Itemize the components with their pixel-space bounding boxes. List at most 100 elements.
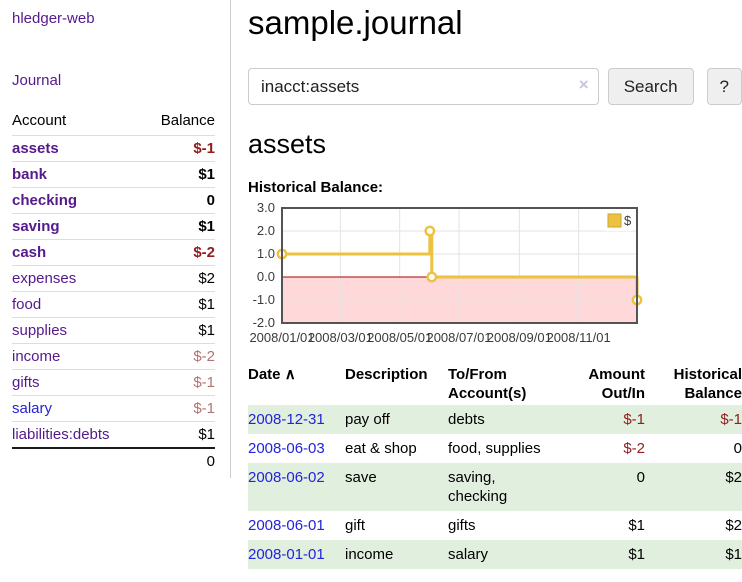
- search-button[interactable]: Search: [608, 68, 694, 105]
- transaction-amount: $-1: [560, 405, 645, 434]
- main-content: sample.journal × Search ? assets Histori…: [248, 0, 742, 569]
- historical-balance-chart: 2008/01/012008/03/012008/05/012008/07/01…: [248, 203, 642, 349]
- chart-title: Historical Balance:: [248, 179, 742, 196]
- header-amount: Amount Out/In: [560, 363, 645, 405]
- account-link[interactable]: income: [12, 348, 60, 365]
- transaction-balance: 0: [645, 434, 742, 463]
- account-link[interactable]: salary: [12, 400, 52, 417]
- account-balance: $1: [142, 422, 215, 449]
- account-link[interactable]: food: [12, 296, 41, 313]
- transaction-description: gift: [345, 511, 448, 540]
- account-balance: $2: [142, 266, 215, 292]
- account-row: income $-2: [12, 344, 215, 370]
- accounts-table: Account Balance assets $-1 bank $1 check…: [12, 109, 215, 474]
- accounts-total-value: 0: [142, 448, 215, 474]
- transaction-row: 2008-06-02 save saving, checking 0 $2: [248, 463, 742, 511]
- svg-text:3.0: 3.0: [257, 200, 275, 215]
- transaction-date-link[interactable]: 2008-06-03: [248, 440, 325, 457]
- account-row: assets $-1: [12, 136, 215, 162]
- svg-text:2008/11/01: 2008/11/01: [547, 330, 611, 345]
- transaction-balance: $1: [645, 540, 742, 569]
- svg-text:2008/03/01: 2008/03/01: [308, 330, 373, 345]
- transactions-header-row: Date ∧ Description To/From Account(s) Am…: [248, 363, 742, 405]
- account-balance: $-1: [142, 396, 215, 422]
- transaction-description: pay off: [345, 405, 448, 434]
- sidebar: hledger-web Journal Account Balance asse…: [0, 0, 231, 478]
- sidebar-item-journal[interactable]: Journal: [12, 72, 61, 89]
- account-link[interactable]: liabilities:debts: [12, 426, 110, 443]
- account-link[interactable]: cash: [12, 244, 46, 261]
- transaction-date-link[interactable]: 2008-12-31: [248, 411, 325, 428]
- sort-asc-icon: ∧: [285, 366, 296, 383]
- transaction-accounts: debts: [448, 405, 560, 434]
- transaction-amount: $1: [560, 511, 645, 540]
- account-row: saving $1: [12, 214, 215, 240]
- transaction-date-link[interactable]: 2008-01-01: [248, 546, 325, 563]
- svg-text:2.0: 2.0: [257, 223, 275, 238]
- accounts-header-account: Account: [12, 109, 142, 136]
- account-link[interactable]: bank: [12, 166, 47, 183]
- search-input[interactable]: [248, 68, 599, 105]
- transaction-date-link[interactable]: 2008-06-02: [248, 469, 325, 486]
- account-balance: $-2: [142, 240, 215, 266]
- svg-text:$: $: [624, 213, 632, 228]
- account-heading: assets: [248, 129, 742, 160]
- account-row: gifts $-1: [12, 370, 215, 396]
- account-balance: $-1: [142, 370, 215, 396]
- transaction-amount: $-2: [560, 434, 645, 463]
- account-row: expenses $2: [12, 266, 215, 292]
- account-balance: $1: [142, 162, 215, 188]
- transaction-accounts: gifts: [448, 511, 560, 540]
- account-link[interactable]: gifts: [12, 374, 40, 391]
- search-bar: × Search ?: [248, 68, 742, 105]
- transaction-balance: $2: [645, 511, 742, 540]
- header-date[interactable]: Date ∧: [248, 363, 345, 405]
- app-title: hledger-web: [12, 10, 215, 28]
- transaction-description: income: [345, 540, 448, 569]
- transaction-description: eat & shop: [345, 434, 448, 463]
- transaction-row: 2008-12-31 pay off debts $-1 $-1: [248, 405, 742, 434]
- account-balance: $1: [142, 318, 215, 344]
- svg-text:2008/07/01: 2008/07/01: [426, 330, 491, 345]
- account-row: supplies $1: [12, 318, 215, 344]
- transaction-row: 2008-01-01 income salary $1 $1: [248, 540, 742, 569]
- transactions-table: Date ∧ Description To/From Account(s) Am…: [248, 363, 742, 569]
- svg-text:-1.0: -1.0: [253, 292, 275, 307]
- transaction-accounts: food, supplies: [448, 434, 560, 463]
- account-row: checking 0: [12, 188, 215, 214]
- account-balance: $1: [142, 214, 215, 240]
- app-title-link[interactable]: hledger-web: [12, 10, 95, 27]
- header-balance: Historical Balance: [645, 363, 742, 405]
- svg-text:2008/01/01: 2008/01/01: [249, 330, 314, 345]
- transaction-balance: $2: [645, 463, 742, 511]
- transaction-amount: $1: [560, 540, 645, 569]
- accounts-total-row: 0: [12, 448, 215, 474]
- clear-search-icon[interactable]: ×: [579, 75, 589, 95]
- transaction-accounts: salary: [448, 540, 560, 569]
- transaction-date-link[interactable]: 2008-06-01: [248, 517, 325, 534]
- account-link[interactable]: expenses: [12, 270, 76, 287]
- account-row: cash $-2: [12, 240, 215, 266]
- account-balance: 0: [142, 188, 215, 214]
- account-row: bank $1: [12, 162, 215, 188]
- transaction-row: 2008-06-01 gift gifts $1 $2: [248, 511, 742, 540]
- account-link[interactable]: checking: [12, 192, 77, 209]
- help-button[interactable]: ?: [707, 68, 742, 105]
- page-title: sample.journal: [248, 4, 742, 42]
- svg-text:1.0: 1.0: [257, 246, 275, 261]
- account-link[interactable]: supplies: [12, 322, 67, 339]
- search-input-wrap: ×: [248, 68, 599, 105]
- svg-text:2008/05/01: 2008/05/01: [367, 330, 432, 345]
- account-balance: $-2: [142, 344, 215, 370]
- account-balance: $-1: [142, 136, 215, 162]
- account-link[interactable]: assets: [12, 140, 59, 157]
- account-link[interactable]: saving: [12, 218, 60, 235]
- svg-text:0.0: 0.0: [257, 269, 275, 284]
- transaction-balance: $-1: [645, 405, 742, 434]
- svg-text:2008/09/01: 2008/09/01: [487, 330, 552, 345]
- header-accounts: To/From Account(s): [448, 363, 560, 405]
- transaction-amount: 0: [560, 463, 645, 511]
- header-description: Description: [345, 363, 448, 405]
- account-row: salary $-1: [12, 396, 215, 422]
- account-row: liabilities:debts $1: [12, 422, 215, 449]
